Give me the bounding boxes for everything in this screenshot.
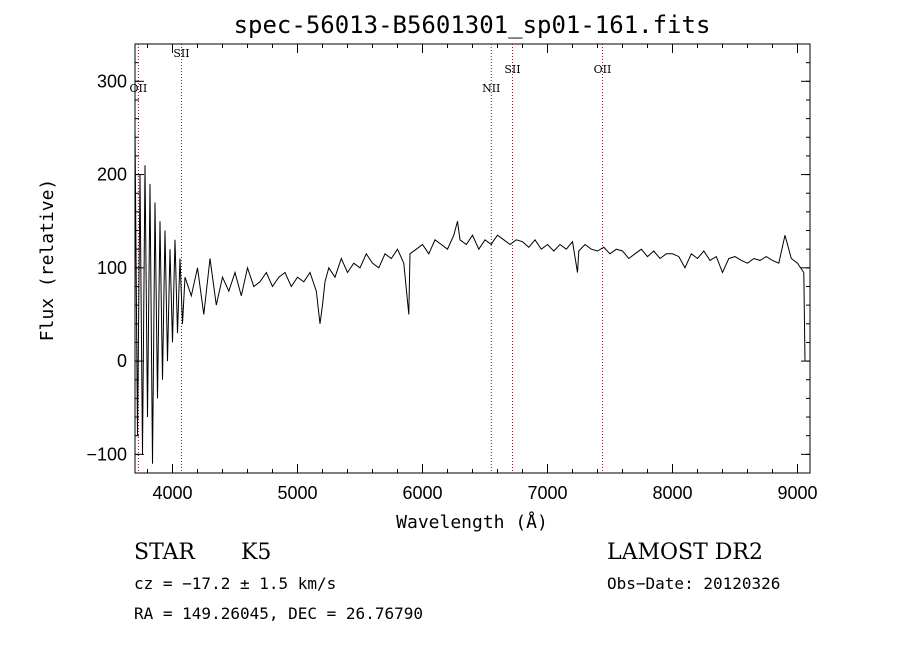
x-tick-label: 8000 (652, 483, 692, 503)
y-tick-label: −100 (86, 444, 127, 464)
line-marker-label: SII (504, 63, 520, 76)
spectrum-line (134, 127, 806, 464)
observation-date: Obs−Date: 20120326 (607, 574, 781, 593)
x-tick-label: 6000 (402, 483, 442, 503)
x-axis-label: Wavelength (Å) (396, 511, 548, 533)
emission-line-markers: OII SII NII SII OII (130, 44, 612, 473)
redshift-readout: cz = −17.2 ± 1.5 km/s (134, 574, 337, 593)
y-tick-label: 300 (97, 71, 127, 91)
line-marker-label: SII (173, 47, 189, 60)
line-marker-label: OII (594, 63, 612, 76)
survey-name: LAMOST DR2 (607, 540, 763, 565)
y-tick-label: 100 (97, 258, 127, 278)
x-axis: 4000 5000 6000 7000 8000 9000 (147, 44, 818, 503)
line-marker-label: NII (482, 82, 500, 95)
line-marker-label: OII (130, 82, 148, 95)
y-axis: −100 0 100 200 300 (86, 62, 810, 464)
subclass: K5 (241, 540, 272, 565)
x-tick-label: 7000 (527, 483, 567, 503)
chart-title: spec-56013-B5601301_sp01-161.fits (234, 11, 711, 39)
object-class: STAR (134, 540, 195, 565)
coordinates: RA = 149.26045, DEC = 26.76790 (134, 604, 423, 623)
y-tick-label: 0 (117, 351, 127, 371)
y-tick-label: 200 (97, 165, 127, 185)
x-tick-label: 4000 (152, 483, 192, 503)
x-tick-label: 5000 (277, 483, 317, 503)
x-tick-label: 9000 (777, 483, 817, 503)
y-axis-label: Flux (relative) (37, 179, 58, 342)
